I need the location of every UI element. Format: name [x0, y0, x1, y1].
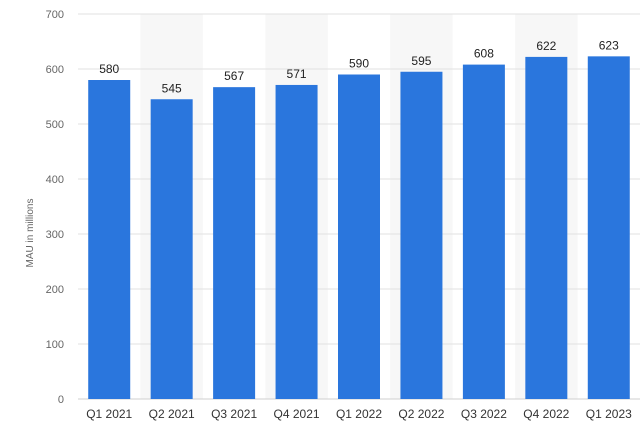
x-tick-label: Q2 2021	[149, 407, 195, 421]
data-label: 545	[162, 81, 182, 95]
y-tick-label: 400	[46, 174, 64, 186]
data-label: 571	[287, 67, 307, 81]
data-label: 608	[474, 47, 494, 61]
y-tick-label: 300	[46, 229, 64, 241]
x-tick-label: Q3 2022	[461, 407, 507, 421]
data-label: 567	[224, 69, 244, 83]
bar	[587, 56, 630, 399]
data-label: 595	[411, 54, 431, 68]
y-axis-title: MAU in millions	[25, 199, 36, 268]
bar	[462, 64, 505, 399]
y-tick-label: 0	[58, 394, 64, 406]
x-tick-label: Q1 2023	[586, 407, 632, 421]
bar	[213, 87, 256, 400]
x-tick-label: Q2 2022	[398, 407, 444, 421]
bar	[400, 71, 443, 399]
data-label: 580	[99, 62, 119, 76]
bar	[275, 84, 318, 399]
x-axis-labels: Q1 2021 Q2 2021 Q3 2021 Q4 2021 Q1 2022 Q2 20…	[86, 407, 632, 421]
bar	[88, 80, 131, 399]
y-tick-label: 700	[46, 9, 64, 21]
y-tick-label: 200	[46, 284, 64, 296]
bar	[338, 74, 380, 399]
data-label: 623	[599, 38, 619, 52]
bar	[525, 56, 568, 400]
y-tick-label: 100	[46, 339, 64, 351]
bar	[150, 99, 193, 399]
x-tick-label: Q4 2021	[274, 407, 320, 421]
y-tick-label: 500	[46, 119, 64, 131]
data-label: 622	[536, 39, 556, 53]
x-tick-label: Q3 2021	[211, 407, 257, 421]
x-tick-label: Q1 2021	[86, 407, 132, 421]
bars	[88, 56, 630, 400]
y-tick-label: 600	[46, 64, 64, 76]
x-tick-label: Q1 2022	[336, 407, 382, 421]
y-axis-ticks: 0 100 200 300 400 500 600 700	[46, 9, 64, 406]
data-labels: 580 545 567 571 590 595 608 622 623	[99, 38, 619, 95]
data-label: 590	[349, 57, 369, 71]
x-tick-label: Q4 2022	[523, 407, 569, 421]
